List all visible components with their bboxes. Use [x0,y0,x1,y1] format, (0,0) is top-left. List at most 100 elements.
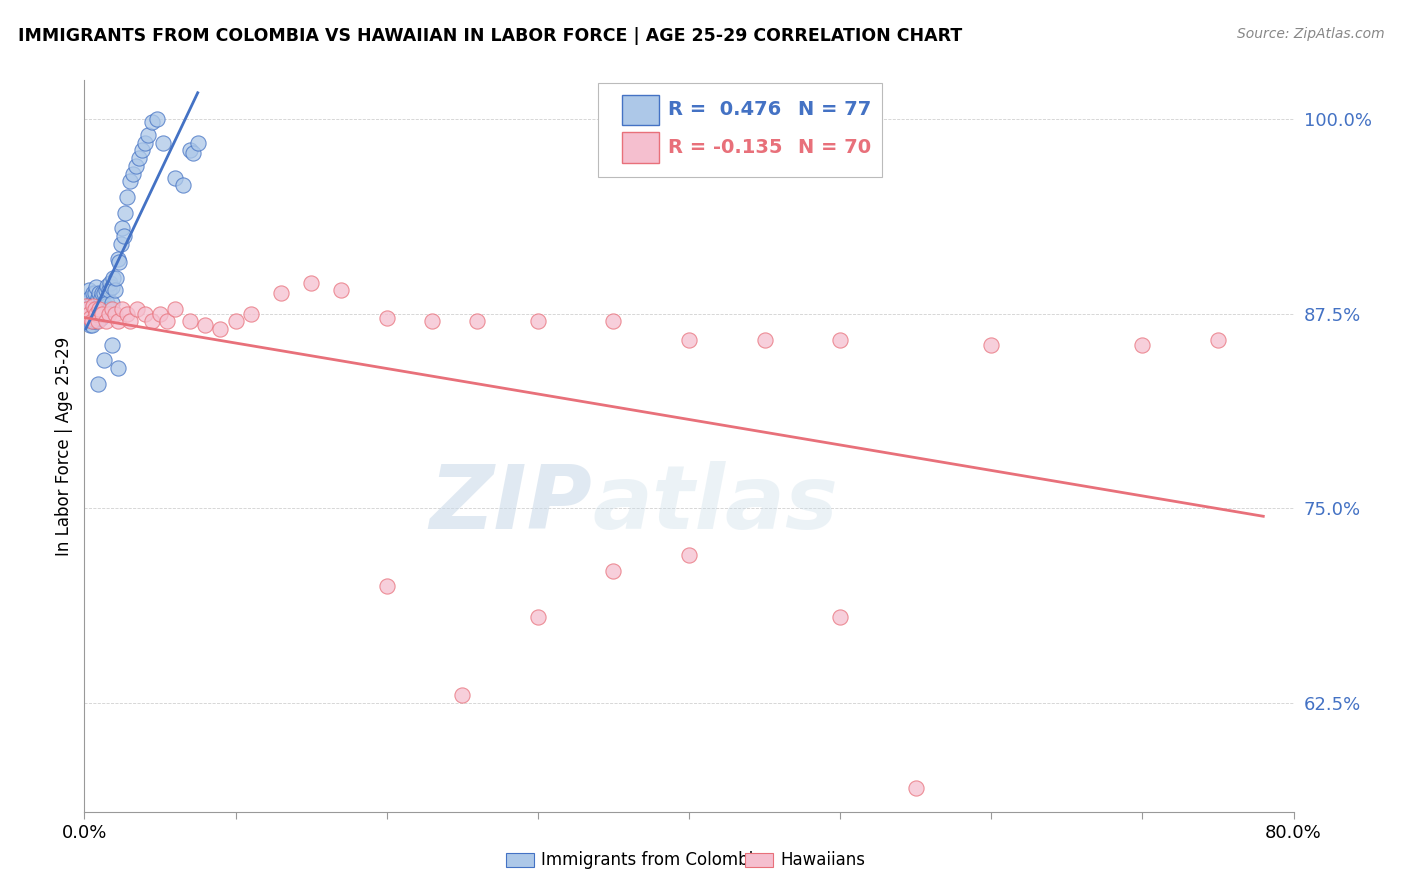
Point [90,291,112,305]
Point [141,314,163,328]
Point [87,311,110,326]
Point [91,299,114,313]
Point [82,299,104,313]
Point [76,295,98,310]
Point [104,307,127,321]
Point [77,284,100,298]
Point [209,322,232,336]
Point [93,286,115,301]
Point [375,579,398,593]
Point [420,314,443,328]
Point [118,314,141,328]
Point [79,291,101,305]
Text: Source: ZipAtlas.com: Source: ZipAtlas.com [1237,27,1385,41]
Point [87,376,110,391]
Text: R =  0.476: R = 0.476 [668,101,782,120]
Point [82,299,104,313]
Point [110,236,132,251]
Point [904,781,927,796]
Point [96,278,118,293]
Point [136,128,159,142]
Point [101,271,124,285]
Point [156,314,179,328]
Point [107,314,129,328]
Point [108,255,131,269]
Point [82,286,104,301]
Y-axis label: In Labor Force | Age 25-29: In Labor Force | Age 25-29 [55,336,73,556]
Point [75,299,97,313]
Point [114,205,136,219]
Point [89,286,111,301]
Point [121,167,143,181]
Point [678,548,700,562]
Point [165,301,187,316]
Point [149,307,172,321]
Point [125,159,148,173]
Point [94,284,117,298]
Point [451,688,474,702]
Text: Hawaiians: Hawaiians [780,851,865,869]
Point [97,307,120,321]
Text: ZIP: ZIP [429,461,592,548]
Point [602,564,624,578]
Point [128,151,150,165]
Point [82,307,104,321]
Point [86,280,108,294]
Point [91,286,114,301]
Point [86,314,108,328]
Point [98,276,121,290]
Text: R = -0.135: R = -0.135 [668,138,783,157]
Point [100,338,122,352]
Point [152,136,174,150]
Point [97,284,120,298]
Point [115,307,138,321]
Text: N = 70: N = 70 [797,138,870,157]
Point [375,311,398,326]
Point [90,311,112,326]
Point [299,276,322,290]
Point [91,307,114,321]
Point [467,314,489,328]
Point [82,314,104,328]
Point [1206,333,1229,347]
Point [93,353,115,368]
Point [79,311,101,326]
FancyBboxPatch shape [623,133,659,163]
Point [100,280,122,294]
Point [80,295,103,310]
Point [131,144,153,158]
Point [141,115,163,129]
Point [127,301,149,316]
Point [111,221,134,235]
Point [89,301,111,316]
Point [980,338,1002,352]
Point [107,252,129,267]
Point [89,307,111,321]
Point [112,228,135,243]
FancyBboxPatch shape [599,83,883,177]
Point [172,178,194,192]
Point [79,307,101,321]
Point [134,136,156,150]
Point [87,291,110,305]
Point [93,301,115,316]
Point [84,311,107,326]
Point [90,301,112,316]
Point [678,333,700,347]
Point [86,307,108,321]
Point [105,271,128,285]
Point [527,610,550,624]
Point [80,318,103,332]
Point [754,333,776,347]
Point [118,174,141,188]
Point [179,144,201,158]
Point [77,307,100,321]
Point [84,286,107,301]
Point [179,314,201,328]
Point [225,314,247,328]
Point [107,361,129,376]
Text: atlas: atlas [592,461,838,548]
Point [270,286,292,301]
Point [165,171,187,186]
Point [181,146,204,161]
